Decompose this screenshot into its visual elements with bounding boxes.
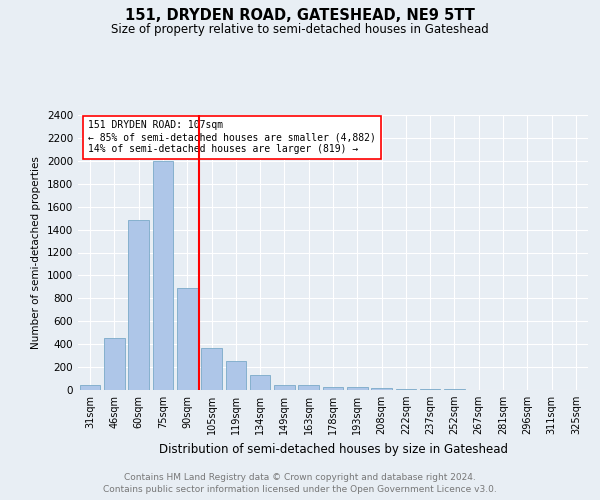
Bar	[201, 348, 222, 390]
Y-axis label: Number of semi-detached properties: Number of semi-detached properties	[31, 156, 41, 349]
Bar	[80, 386, 100, 390]
Bar	[274, 386, 295, 390]
Text: 151 DRYDEN ROAD: 107sqm
← 85% of semi-detached houses are smaller (4,882)
14% of: 151 DRYDEN ROAD: 107sqm ← 85% of semi-de…	[88, 120, 376, 154]
Bar	[347, 387, 368, 390]
Text: Contains HM Land Registry data © Crown copyright and database right 2024.: Contains HM Land Registry data © Crown c…	[124, 472, 476, 482]
Text: 151, DRYDEN ROAD, GATESHEAD, NE9 5TT: 151, DRYDEN ROAD, GATESHEAD, NE9 5TT	[125, 8, 475, 22]
Bar	[104, 338, 125, 390]
Text: Distribution of semi-detached houses by size in Gateshead: Distribution of semi-detached houses by …	[158, 442, 508, 456]
Text: Size of property relative to semi-detached houses in Gateshead: Size of property relative to semi-detach…	[111, 22, 489, 36]
Bar	[250, 375, 271, 390]
Bar	[177, 288, 197, 390]
Bar	[371, 388, 392, 390]
Bar	[152, 161, 173, 390]
Bar	[226, 362, 246, 390]
Bar	[298, 386, 319, 390]
Bar	[420, 389, 440, 390]
Bar	[395, 389, 416, 390]
Bar	[128, 220, 149, 390]
Text: Contains public sector information licensed under the Open Government Licence v3: Contains public sector information licen…	[103, 485, 497, 494]
Bar	[323, 386, 343, 390]
